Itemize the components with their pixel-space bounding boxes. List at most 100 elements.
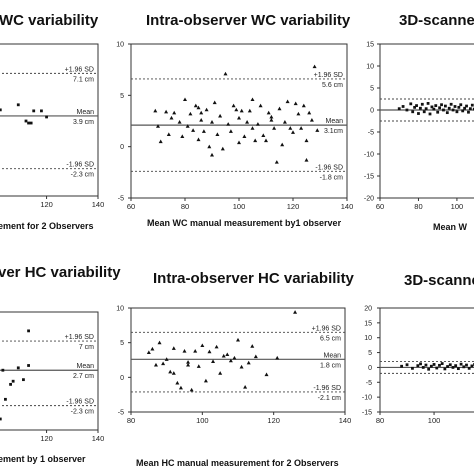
data-point [422,110,426,114]
x-tick-label: 80 [127,416,135,425]
data-point [274,160,279,164]
y-tick-label: 0 [368,365,372,372]
line-label: Mean [323,352,341,359]
x-axis-label: Mean WC manual measurement by1 observer [147,218,342,228]
line-label: Mean [76,109,94,116]
data-point [164,109,169,114]
data-point [420,102,424,106]
chart-title: 3D-scanne [404,272,474,289]
x-tick-label: 120 [267,416,280,425]
data-point [309,117,314,122]
chart-title: ver HC variability [0,264,121,281]
y-tick-label: 5 [368,350,372,357]
data-point [178,385,183,390]
line-value-label: -2.3 cm [71,172,95,179]
data-point [440,103,443,107]
x-tick-label: 140 [341,202,354,211]
data-point [183,97,187,102]
data-point [401,105,405,108]
y-tick-label: 15 [364,320,372,327]
line-value-label: 1.8 cm [320,362,341,369]
y-tick-label: 5 [120,340,124,347]
data-point [253,354,258,359]
data-point [22,378,25,382]
data-point [443,367,447,371]
y-tick-label: -15 [362,410,372,417]
data-point [153,108,158,113]
data-point [427,367,431,371]
data-point [304,158,309,162]
data-point [280,142,285,147]
data-point [409,102,413,106]
data-point [465,363,468,367]
y-tick-label: 10 [364,335,372,342]
line-value-label: 7 cm [79,344,94,351]
data-point [234,107,239,112]
y-tick-label: -20 [364,196,374,203]
line-label: +1.96 SD [314,72,343,79]
y-tick-label: 10 [116,42,124,49]
data-point [237,115,241,120]
data-point [405,108,409,112]
data-point [210,152,214,157]
data-point [304,138,309,143]
data-point [442,108,445,112]
data-point [472,107,474,111]
data-point [169,115,174,120]
line-value-label: -2.1 cm [318,395,342,402]
data-point [40,109,43,113]
data-point [258,103,263,108]
data-point [463,106,467,110]
data-point [204,107,209,112]
data-point [228,129,233,133]
data-point [158,139,163,144]
data-point [246,360,251,365]
data-point [199,110,204,115]
chart-title: WC variability [0,12,99,29]
data-point [226,122,231,126]
data-point [435,366,439,370]
line-value-label: -1.8 cm [320,174,344,181]
data-point [199,117,204,122]
y-tick-label: 0 [120,375,124,382]
data-point [196,137,201,142]
x-axis-label: ement for 2 Observers [0,221,94,231]
line-label: -1.96 SD [66,162,94,169]
data-point [315,128,320,132]
data-point [218,113,223,118]
data-point [4,397,7,401]
data-point [27,364,30,367]
data-point [221,353,226,358]
data-point [288,126,293,130]
data-point [225,352,230,357]
data-point [182,348,187,353]
y-tick-label: 10 [116,306,124,313]
x-tick-label: 80 [181,202,189,211]
x-axis-label: Mean W [433,222,468,232]
data-point [212,100,217,105]
data-point [156,124,160,128]
plot-frame [379,307,474,413]
data-point [29,121,33,125]
data-point [467,110,470,114]
line-label: +1.96 SD [312,325,341,332]
y-tick-label: 5 [120,93,124,100]
x-tick-label: 120 [287,202,300,211]
data-point [272,126,277,130]
data-point [269,117,274,122]
data-point [445,111,449,115]
y-tick-label: -15 [364,174,374,181]
plot-frame [0,311,99,431]
data-point [161,361,166,366]
data-point [451,108,455,112]
data-point [0,108,2,112]
data-point [157,340,162,345]
data-point [299,126,304,130]
data-point [455,110,459,114]
data-point [164,357,169,361]
data-point [166,132,171,136]
data-point [467,366,471,370]
